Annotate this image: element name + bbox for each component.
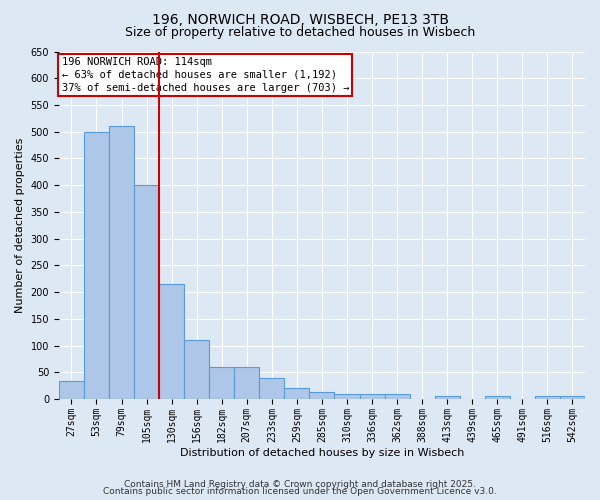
Text: Contains HM Land Registry data © Crown copyright and database right 2025.: Contains HM Land Registry data © Crown c… xyxy=(124,480,476,489)
Bar xyxy=(134,185,159,399)
Bar xyxy=(184,340,209,399)
X-axis label: Distribution of detached houses by size in Wisbech: Distribution of detached houses by size … xyxy=(180,448,464,458)
Bar xyxy=(159,284,184,399)
Bar xyxy=(334,394,359,399)
Text: 196, NORWICH ROAD, WISBECH, PE13 3TB: 196, NORWICH ROAD, WISBECH, PE13 3TB xyxy=(151,12,449,26)
Bar xyxy=(59,382,84,399)
Text: Size of property relative to detached houses in Wisbech: Size of property relative to detached ho… xyxy=(125,26,475,39)
Bar xyxy=(535,396,560,399)
Bar xyxy=(234,367,259,399)
Bar xyxy=(284,388,310,399)
Bar xyxy=(434,396,460,399)
Bar xyxy=(259,378,284,399)
Bar xyxy=(310,392,334,399)
Bar xyxy=(385,394,410,399)
Y-axis label: Number of detached properties: Number of detached properties xyxy=(15,138,25,313)
Text: 196 NORWICH ROAD: 114sqm
← 63% of detached houses are smaller (1,192)
37% of sem: 196 NORWICH ROAD: 114sqm ← 63% of detach… xyxy=(62,56,349,93)
Bar xyxy=(359,394,385,399)
Bar xyxy=(209,367,234,399)
Bar xyxy=(84,132,109,399)
Bar xyxy=(109,126,134,399)
Bar xyxy=(485,396,510,399)
Text: Contains public sector information licensed under the Open Government Licence v3: Contains public sector information licen… xyxy=(103,487,497,496)
Bar xyxy=(560,396,585,399)
